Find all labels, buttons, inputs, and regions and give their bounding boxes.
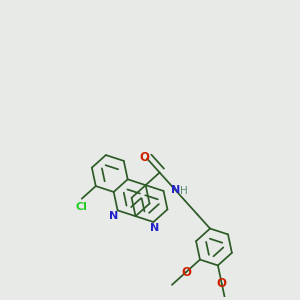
Text: Cl: Cl: [76, 202, 88, 212]
Text: O: O: [217, 277, 227, 290]
Text: N: N: [109, 211, 118, 220]
Text: O: O: [140, 151, 150, 164]
Text: O: O: [181, 266, 191, 279]
Text: N: N: [171, 185, 180, 195]
Text: H: H: [180, 186, 188, 196]
Text: N: N: [150, 224, 160, 233]
